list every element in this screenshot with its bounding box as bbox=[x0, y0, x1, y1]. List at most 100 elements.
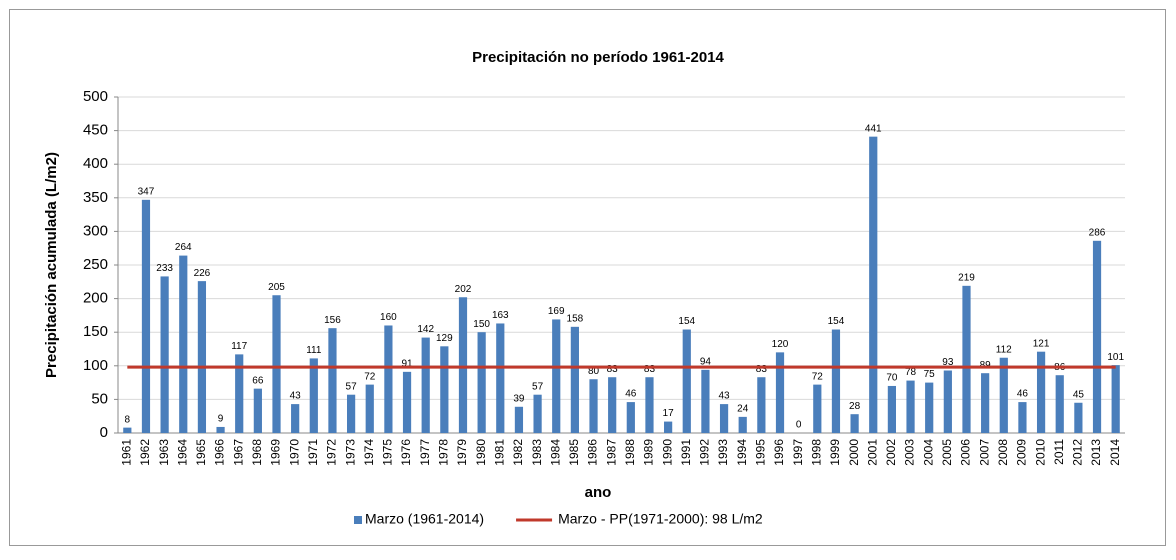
x-tick-label: 1987 bbox=[604, 439, 618, 466]
bar bbox=[272, 295, 281, 433]
bar bbox=[925, 382, 934, 433]
data-label: 154 bbox=[678, 316, 695, 327]
bar bbox=[719, 404, 729, 433]
data-label: 158 bbox=[567, 313, 584, 324]
bar bbox=[291, 404, 300, 433]
data-label: 202 bbox=[455, 284, 472, 295]
bar bbox=[533, 394, 542, 433]
y-axis-label: Precipitación acumulada (L/m2) bbox=[43, 152, 60, 378]
data-label: 0 bbox=[796, 420, 802, 431]
x-tick-label: 1990 bbox=[660, 439, 674, 466]
data-label: 93 bbox=[942, 357, 954, 368]
bar bbox=[775, 352, 785, 433]
x-tick-label: 1969 bbox=[269, 439, 283, 466]
data-label: 75 bbox=[924, 369, 936, 380]
data-label: 264 bbox=[175, 242, 192, 253]
data-label: 70 bbox=[886, 373, 898, 384]
data-label: 45 bbox=[1073, 389, 1085, 400]
bar bbox=[421, 337, 430, 433]
data-label: 111 bbox=[306, 345, 322, 356]
data-label: 233 bbox=[156, 263, 173, 274]
bar bbox=[1092, 240, 1102, 433]
data-label: 91 bbox=[401, 358, 413, 369]
data-label: 80 bbox=[588, 366, 600, 377]
bar bbox=[160, 276, 169, 433]
x-tick-label: 1998 bbox=[809, 439, 823, 466]
legend-label: Marzo - PP(1971-2000): 98 L/m2 bbox=[558, 511, 763, 527]
x-tick-label: 1980 bbox=[474, 439, 488, 466]
x-tick-label: 2004 bbox=[921, 439, 935, 466]
bar bbox=[514, 406, 524, 433]
x-tick-label: 2000 bbox=[847, 439, 861, 466]
data-label: 72 bbox=[364, 371, 376, 382]
bar bbox=[626, 402, 635, 433]
bar bbox=[235, 354, 244, 433]
data-label: 169 bbox=[548, 306, 565, 317]
data-label: 72 bbox=[812, 371, 824, 382]
data-label: 46 bbox=[625, 389, 637, 400]
data-label: 156 bbox=[324, 315, 341, 326]
x-tick-label: 1997 bbox=[791, 439, 805, 466]
data-label: 120 bbox=[772, 339, 789, 350]
bar bbox=[906, 380, 915, 433]
bar bbox=[365, 384, 374, 433]
x-tick-label: 1994 bbox=[735, 439, 749, 466]
y-tick-label: 100 bbox=[83, 357, 108, 374]
x-tick-label: 2002 bbox=[884, 439, 898, 466]
bar bbox=[141, 199, 151, 433]
data-label: 78 bbox=[905, 367, 917, 378]
bar bbox=[440, 346, 449, 433]
data-label: 24 bbox=[737, 404, 749, 415]
x-tick-label: 2003 bbox=[903, 439, 917, 466]
bar bbox=[346, 394, 356, 433]
data-label: 286 bbox=[1089, 227, 1106, 238]
x-tick-label: 1977 bbox=[418, 439, 432, 466]
x-tick-label: 1982 bbox=[511, 439, 525, 466]
x-tick-label: 1966 bbox=[213, 439, 227, 466]
x-tick-label: 1978 bbox=[437, 439, 451, 466]
data-label: 46 bbox=[1017, 389, 1029, 400]
data-label: 441 bbox=[865, 123, 882, 134]
data-label: 94 bbox=[700, 356, 712, 367]
bar bbox=[943, 370, 952, 433]
data-label: 205 bbox=[268, 282, 285, 293]
x-tick-label: 1965 bbox=[194, 439, 208, 466]
x-tick-label: 2013 bbox=[1089, 439, 1103, 466]
bar bbox=[1074, 402, 1083, 433]
x-tick-label: 1979 bbox=[455, 439, 469, 466]
x-tick-label: 1984 bbox=[548, 439, 562, 466]
data-label: 57 bbox=[346, 381, 358, 392]
y-tick-label: 400 bbox=[83, 155, 108, 172]
x-tick-label: 1996 bbox=[772, 439, 786, 466]
data-label: 154 bbox=[828, 316, 845, 327]
data-label: 347 bbox=[138, 186, 155, 197]
x-tick-label: 1963 bbox=[157, 439, 171, 466]
x-tick-label: 1986 bbox=[586, 439, 600, 466]
data-label: 112 bbox=[996, 344, 1012, 355]
x-axis-label: ano bbox=[585, 484, 612, 501]
bar bbox=[831, 329, 841, 433]
bar bbox=[869, 136, 878, 433]
x-tick-label: 2012 bbox=[1071, 439, 1085, 466]
legend-label: Marzo (1961-2014) bbox=[365, 511, 484, 527]
x-tick-label: 1967 bbox=[231, 439, 245, 466]
data-label: 121 bbox=[1033, 338, 1050, 349]
x-tick-label: 2005 bbox=[940, 439, 954, 466]
data-label: 17 bbox=[663, 408, 675, 419]
x-tick-label: 2010 bbox=[1033, 439, 1047, 466]
bar bbox=[682, 329, 691, 433]
bar bbox=[253, 388, 262, 433]
bar bbox=[608, 377, 617, 433]
y-tick-label: 300 bbox=[83, 222, 108, 239]
legend-swatch bbox=[354, 516, 362, 524]
x-tick-label: 2001 bbox=[865, 439, 879, 466]
bar bbox=[1036, 351, 1046, 433]
bar bbox=[384, 325, 393, 433]
x-tick-label: 1981 bbox=[492, 439, 506, 466]
bar bbox=[1055, 375, 1064, 433]
x-tick-label: 1991 bbox=[679, 439, 693, 466]
data-label: 83 bbox=[756, 364, 768, 375]
x-tick-label: 2006 bbox=[959, 439, 973, 466]
x-tick-label: 2008 bbox=[996, 439, 1010, 466]
